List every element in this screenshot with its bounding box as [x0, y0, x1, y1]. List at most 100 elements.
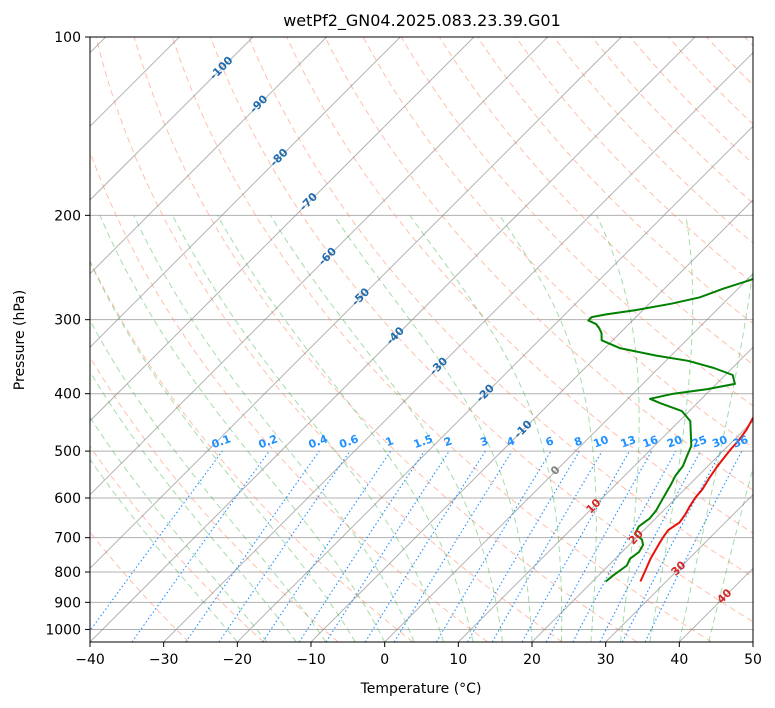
- isotherm-line: [90, 37, 549, 496]
- moist-adiabats: [90, 215, 753, 642]
- y-tick-label: 500: [54, 444, 81, 460]
- plot-background: [90, 37, 753, 642]
- mixing-ratio-labels: 0.1 0.2 0.4 0.6 1 1.5 2 3 4 6 8 10 13 16 20 25 30 36: [210, 432, 750, 451]
- isotherm-line: [752, 641, 753, 642]
- x-tick-label: −30: [149, 652, 179, 668]
- moist-adiabat: [678, 265, 753, 642]
- chart-title: wetPf2_GN04.2025.083.23.39.G01: [283, 11, 561, 31]
- mixing-ratio-label: 4: [505, 434, 517, 449]
- mixing-ratio-line: [521, 450, 630, 642]
- mixing-ratio-lines: [90, 450, 743, 642]
- plot-frame: [89, 36, 754, 643]
- mixing-ratio-line: [90, 450, 223, 632]
- dry-adiabat: [90, 445, 264, 642]
- dry-adiabat: [171, 37, 712, 642]
- isotherm-line: [90, 37, 401, 349]
- grid: [90, 37, 753, 630]
- moist-adiabat: [90, 260, 356, 642]
- mixing-ratio-label: 6: [544, 434, 556, 449]
- x-tick-label: 20: [523, 652, 541, 668]
- moist-adiabat: [172, 215, 445, 642]
- y-tick-label: 200: [54, 208, 81, 224]
- y-tick-label: 900: [54, 595, 81, 611]
- isotherm-line: [90, 37, 696, 642]
- mixing-ratio-label: 36: [731, 433, 750, 451]
- moist-adiabat: [217, 215, 474, 642]
- x-tick-label: 10: [449, 652, 467, 668]
- moist-adiabat: [649, 215, 694, 642]
- dry-adiabat: [210, 37, 753, 623]
- dry-adiabat: [515, 37, 753, 284]
- x-tick-label: −10: [296, 652, 326, 668]
- dry-adiabats: [90, 37, 753, 642]
- isotherm-line: [90, 37, 475, 422]
- y-tick-label: 600: [54, 491, 81, 507]
- mixing-ratio-label: 30: [710, 433, 729, 451]
- isotherm-line: [457, 346, 753, 642]
- isotherms: [90, 37, 753, 642]
- x-axis-label: Temperature (°C): [360, 681, 482, 697]
- mixing-ratio-label: 0.2: [257, 432, 280, 451]
- isotherm-line: [531, 420, 753, 642]
- isotherm-line: [90, 37, 622, 570]
- x-tick-label: 50: [744, 652, 762, 668]
- y-tick-label: 100: [54, 30, 81, 46]
- mixing-ratio-line: [572, 450, 677, 642]
- isotherm-line: [605, 493, 753, 642]
- mixing-ratio-label: 20: [665, 433, 684, 451]
- isotherm-line: [90, 37, 254, 201]
- profile-series: [587, 277, 753, 583]
- dry-adiabat: [90, 356, 339, 642]
- x-tick-label: 40: [670, 652, 688, 668]
- x-tick-label: 30: [597, 652, 615, 668]
- y-axis: 100 200 300 400 500 600 700 800 900 1000: [45, 30, 90, 638]
- isotherm-line: [90, 37, 328, 275]
- moist-adiabat: [596, 215, 640, 642]
- mixing-ratio-label: 16: [641, 433, 660, 451]
- mixing-ratio-label: 1.5: [412, 432, 435, 451]
- moist-adiabat: [90, 370, 297, 642]
- mixing-ratio-label: 3: [478, 434, 490, 449]
- x-axis: −40 −30 −20 −10 0 10 20 30 40 50: [75, 642, 762, 668]
- moist-adiabat: [90, 319, 327, 642]
- isotherm-line: [384, 272, 753, 642]
- temperature-profile: [639, 416, 753, 582]
- mixing-ratio-line: [298, 450, 425, 642]
- mixing-ratio-label: 10: [592, 433, 611, 451]
- mixing-ratio-label: 0.6: [338, 432, 361, 451]
- y-tick-label: 700: [54, 531, 81, 547]
- mixing-ratio-label: 2: [442, 434, 454, 449]
- isotherm-line: [236, 125, 753, 642]
- dry-adiabat: [248, 37, 753, 578]
- dry-adiabat: [133, 37, 638, 642]
- plot-area: [90, 37, 753, 642]
- moist-adiabat: [409, 215, 563, 642]
- mixing-ratio-label: 8: [572, 434, 584, 449]
- mixing-ratio-line: [218, 450, 351, 642]
- x-tick-label: −20: [223, 652, 253, 668]
- dry-adiabat: [90, 259, 414, 642]
- dry-adiabat: [324, 37, 753, 491]
- x-tick-label: −40: [75, 652, 105, 668]
- moist-adiabat: [90, 458, 238, 642]
- mixing-ratio-line: [644, 450, 743, 642]
- mixing-ratio-line: [545, 450, 653, 642]
- plot-border: [89, 36, 754, 643]
- mixing-ratio-label: 25: [690, 433, 709, 450]
- mixing-ratio-line: [185, 450, 320, 642]
- moist-adiabat: [90, 416, 268, 642]
- isotherm-line: [163, 51, 753, 642]
- y-axis-label: Pressure (hPa): [12, 290, 28, 390]
- dewpoint-profile: [587, 277, 753, 583]
- dry-adiabat: [286, 37, 753, 534]
- moist-adiabat: [333, 215, 533, 642]
- moist-adiabat: [99, 215, 386, 642]
- y-tick-label: 800: [54, 565, 81, 581]
- isotherm-line: [310, 199, 753, 642]
- x-tick-label: 0: [380, 652, 389, 668]
- mixing-ratio-label: 0.4: [307, 432, 330, 451]
- y-tick-label: 300: [54, 313, 81, 329]
- mixing-ratio-line: [262, 450, 392, 642]
- y-tick-label: 1000: [45, 622, 81, 638]
